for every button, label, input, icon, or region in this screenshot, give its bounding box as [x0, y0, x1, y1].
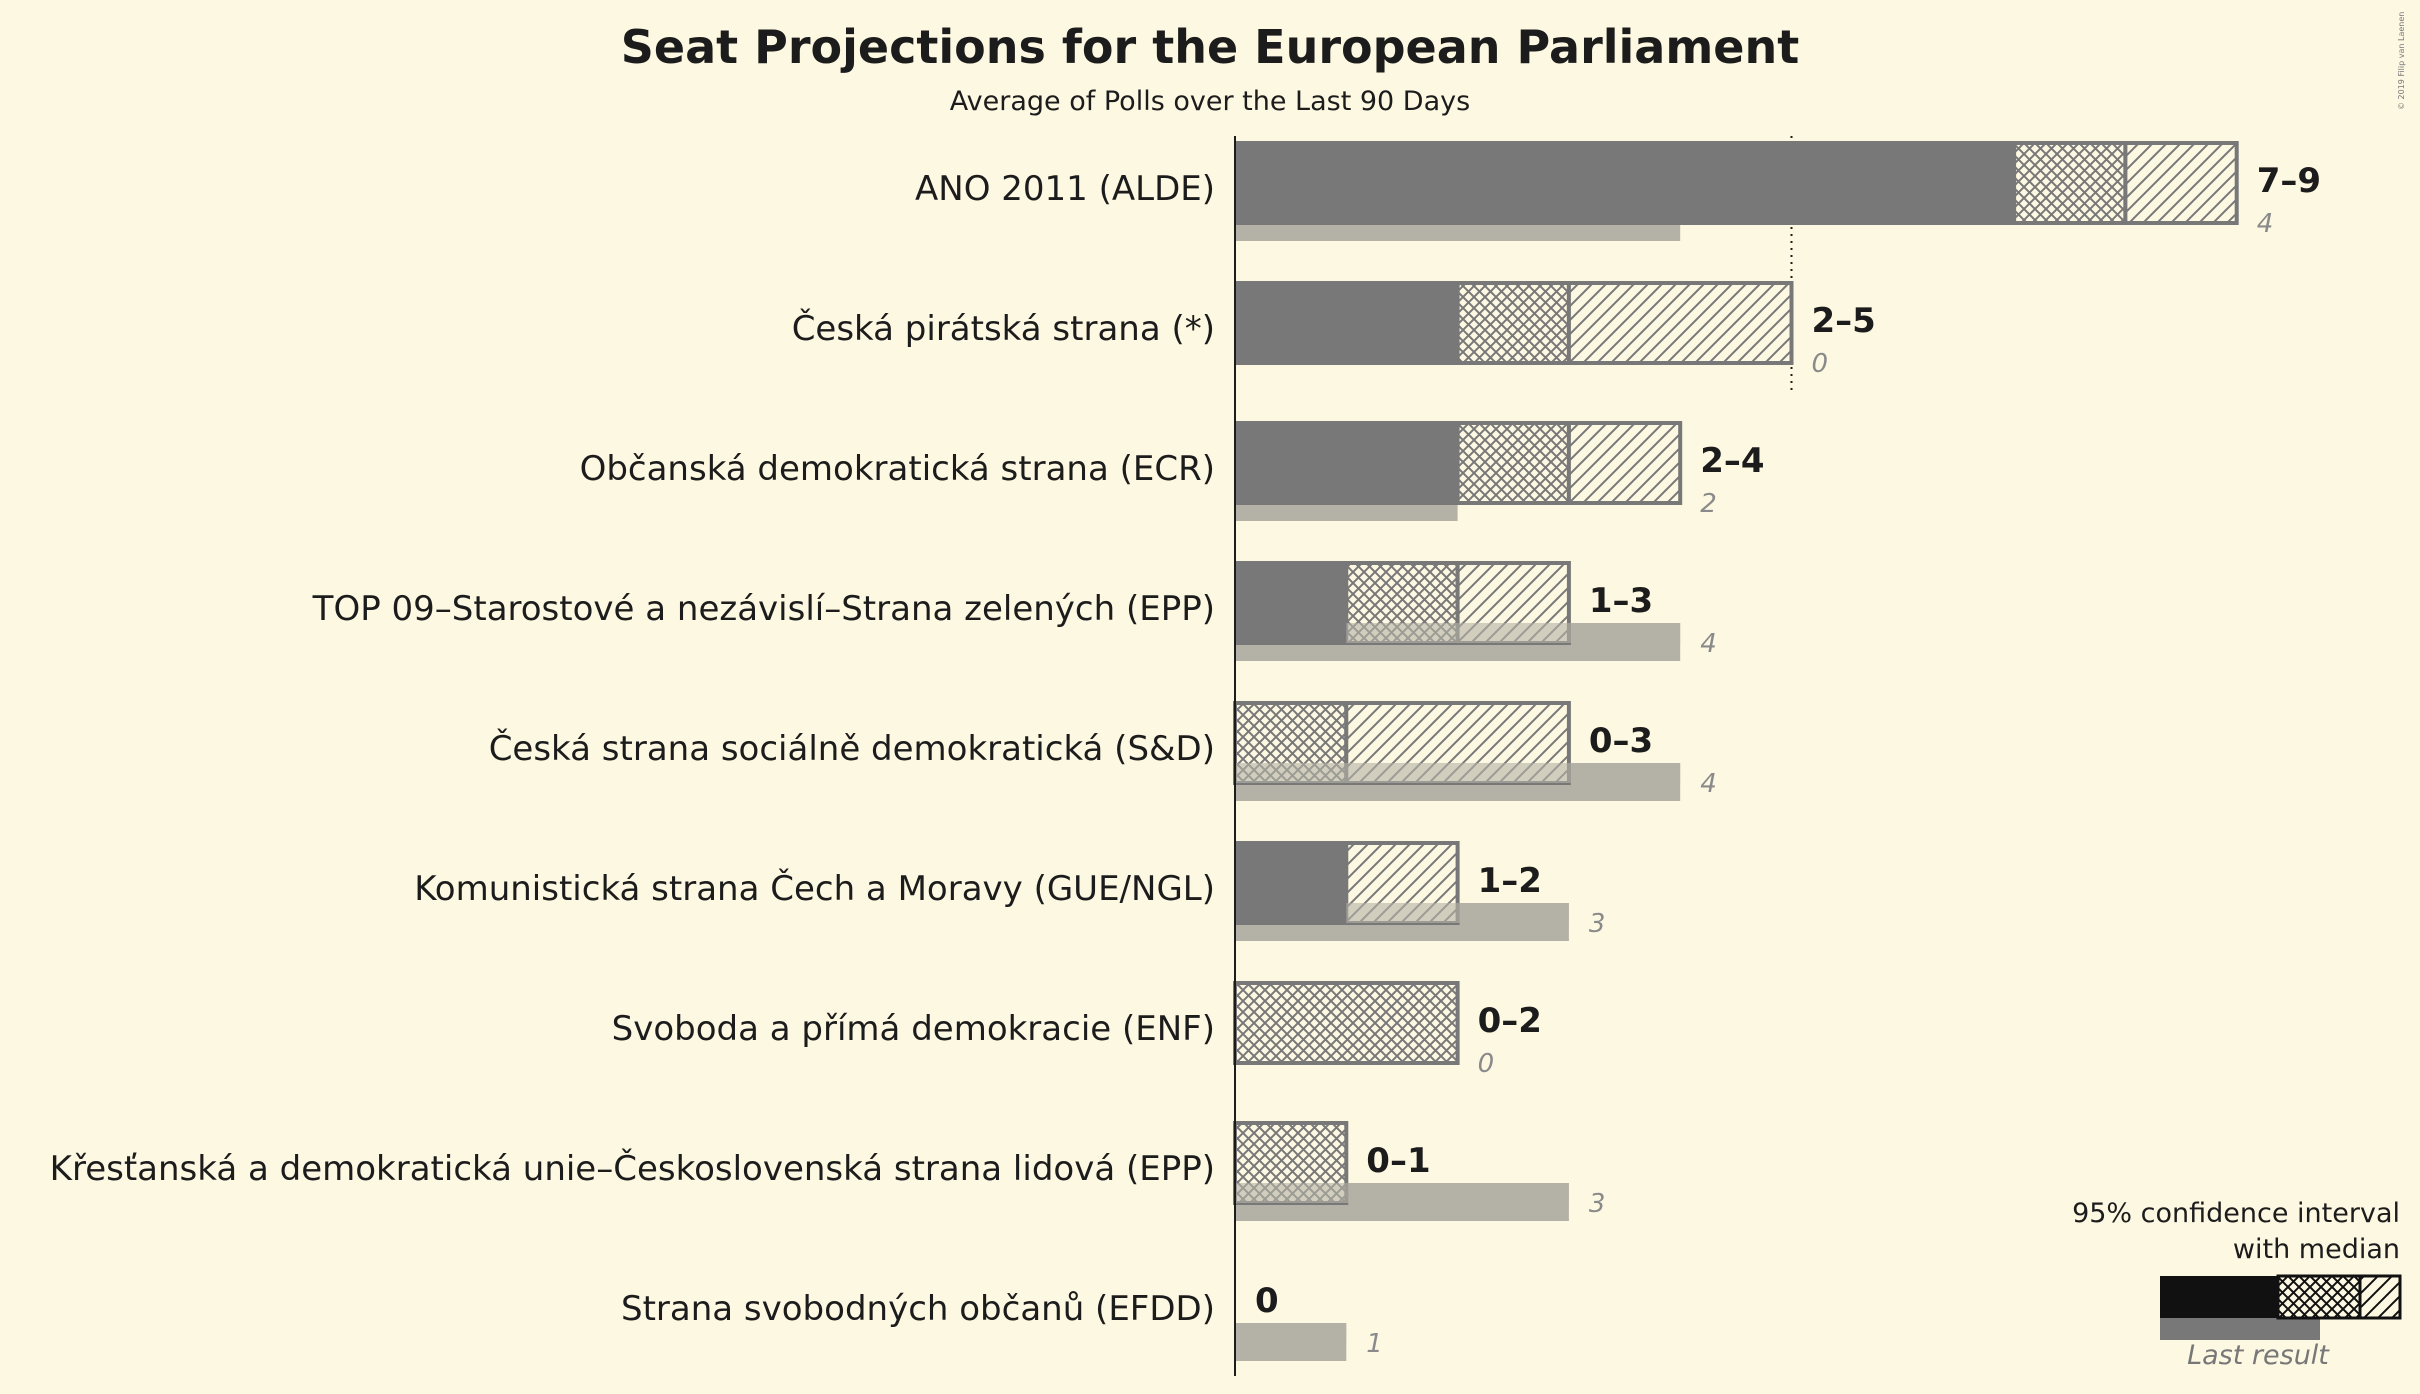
- lower-bound-bar: [1235, 841, 1347, 925]
- party-row: Česká pirátská strana (*) 2–5 0: [792, 281, 1876, 379]
- legend-diaghatch-swatch: [2358, 1274, 2402, 1320]
- party-label: ANO 2011 (ALDE): [915, 169, 1215, 209]
- last-result-label: 1: [1366, 1329, 1383, 1359]
- range-label: 2–5: [1812, 301, 1876, 341]
- last-result-label: 4: [2257, 209, 2274, 239]
- last-result-overlay: [1235, 1183, 1569, 1203]
- ci-lower-half: [1455, 421, 1571, 505]
- legend-crosshatch-swatch: [2276, 1274, 2362, 1320]
- last-result-overlay: [1346, 623, 1681, 643]
- range-label: 2–4: [1700, 441, 1764, 481]
- last-result-label: 4: [1700, 769, 1717, 799]
- range-label: 7–9: [2257, 161, 2321, 201]
- ci-lower-half: [2012, 141, 2128, 225]
- chart-title: Seat Projections for the European Parlia…: [620, 20, 1800, 74]
- range-label: 1–3: [1589, 581, 1653, 621]
- party-label: Komunistická strana Čech a Moravy (GUE/N…: [414, 868, 1215, 909]
- range-label: 0–2: [1478, 1001, 1542, 1041]
- lower-bound-bar: [1235, 141, 2015, 225]
- party-row: Svoboda a přímá demokracie (ENF) 0–2 0: [612, 981, 1542, 1079]
- range-label: 0: [1255, 1281, 1279, 1321]
- ci-upper-half: [2123, 141, 2239, 225]
- legend-title-line1: 95% confidence interval: [2072, 1198, 2400, 1229]
- last-result-label: 3: [1589, 909, 1606, 939]
- range-label: 0–1: [1366, 1141, 1430, 1181]
- party-label: Svoboda a přímá demokracie (ENF): [612, 1009, 1215, 1049]
- party-label: Křesťanská a demokratická unie–Českoslov…: [50, 1148, 1215, 1189]
- lower-bound-bar: [1235, 421, 1458, 505]
- ci-lower-half: [1455, 281, 1571, 365]
- party-row: Strana svobodných občanů (EFDD) 0 1: [621, 1281, 1383, 1361]
- legend-title-line2: with median: [2233, 1234, 2400, 1265]
- last-result-label: 0: [1812, 349, 1829, 379]
- party-row: Komunistická strana Čech a Moravy (GUE/N…: [414, 841, 1605, 941]
- party-row: Křesťanská a demokratická unie–Českoslov…: [50, 1121, 1606, 1221]
- party-row: Česká strana sociálně demokratická (S&D)…: [489, 701, 1717, 801]
- party-row: ANO 2011 (ALDE) 7–9 4: [915, 141, 2321, 241]
- party-label: TOP 09–Starostové a nezávislí–Strana zel…: [312, 589, 1215, 629]
- ci-upper-half: [1566, 281, 1794, 365]
- range-label: 1–2: [1478, 861, 1542, 901]
- lower-bound-bar: [1235, 561, 1347, 645]
- last-result-label: 2: [1700, 489, 1717, 519]
- last-result-label: 4: [1700, 629, 1717, 659]
- legend-median-swatch: [2160, 1276, 2278, 1318]
- party-row: Občanská demokratická strana (ECR) 2–4 2: [580, 421, 1765, 521]
- ci-lower-half: [1233, 981, 1460, 1065]
- lower-bound-bar: [1235, 281, 1458, 365]
- last-result-overlay: [1235, 1323, 1347, 1343]
- last-result-overlay: [1346, 903, 1569, 923]
- party-label: Občanská demokratická strana (ECR): [580, 449, 1215, 489]
- party-label: Strana svobodných občanů (EFDD): [621, 1289, 1215, 1329]
- last-result-label: 3: [1589, 1189, 1606, 1219]
- last-result-overlay: [1235, 763, 1681, 783]
- party-label: Česká strana sociálně demokratická (S&D): [489, 728, 1215, 769]
- chart-subtitle: Average of Polls over the Last 90 Days: [949, 86, 1471, 117]
- legend: 95% confidence interval with median Last…: [2072, 1198, 2402, 1371]
- party-label: Česká pirátská strana (*): [792, 308, 1215, 349]
- legend-last-result-label: Last result: [2187, 1340, 2330, 1371]
- last-result-label: 0: [1478, 1049, 1495, 1079]
- party-row: TOP 09–Starostové a nezávislí–Strana zel…: [312, 561, 1717, 661]
- ci-upper-half: [1566, 421, 1683, 505]
- range-label: 0–3: [1589, 721, 1653, 761]
